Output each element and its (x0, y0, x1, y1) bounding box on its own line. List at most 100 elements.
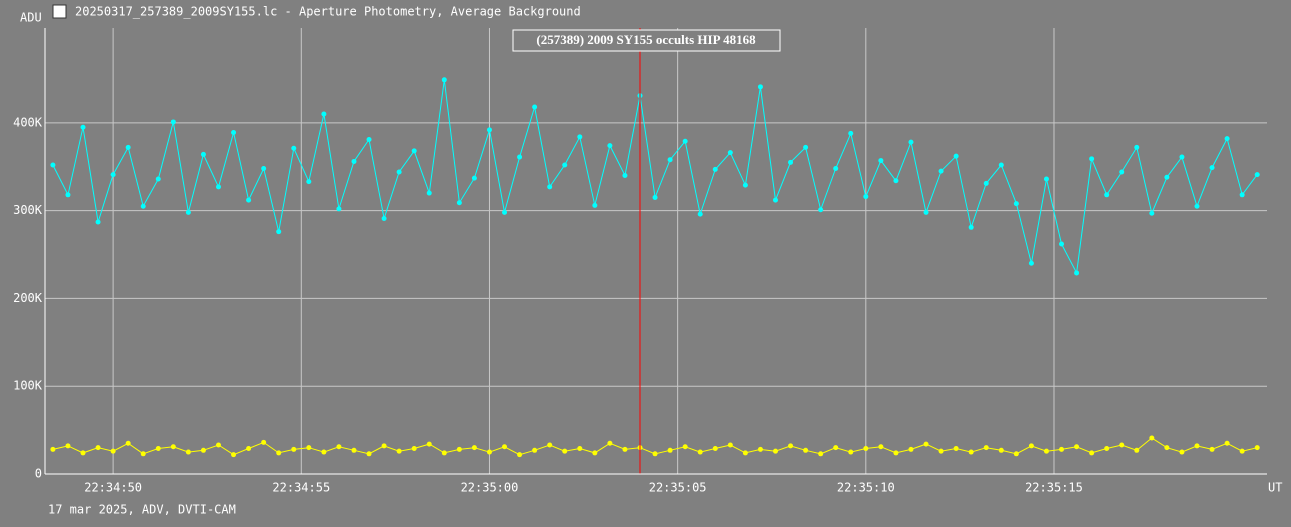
y-tick-label: 100K (13, 379, 43, 393)
data-point (261, 165, 267, 171)
data-point (50, 446, 56, 452)
data-point (788, 443, 794, 449)
data-point (562, 448, 568, 454)
data-point (486, 449, 492, 455)
data-point (110, 172, 116, 178)
data-point (291, 446, 297, 452)
data-point (502, 444, 508, 450)
data-point (1209, 165, 1215, 171)
data-point (727, 150, 733, 156)
data-point (953, 446, 959, 452)
data-point (1179, 154, 1185, 160)
data-point (321, 111, 327, 117)
data-point (1043, 176, 1049, 182)
data-point (80, 124, 86, 130)
data-point (306, 445, 312, 451)
data-point (833, 445, 839, 451)
series-line (52, 79, 1258, 275)
data-point (471, 445, 477, 451)
data-point (968, 224, 974, 230)
data-point (185, 209, 191, 215)
data-point (818, 451, 824, 457)
data-point (788, 159, 794, 165)
data-point (983, 180, 989, 186)
data-point (893, 178, 899, 184)
data-point (140, 203, 146, 209)
data-point (727, 442, 733, 448)
data-point (471, 175, 477, 181)
data-point (923, 209, 929, 215)
data-point (336, 206, 342, 212)
data-point (562, 162, 568, 168)
data-point (441, 77, 447, 83)
x-axis-label: UT (1268, 481, 1282, 495)
data-point (1254, 172, 1260, 178)
data-point (95, 445, 101, 451)
y-tick-label: 400K (13, 115, 43, 129)
data-point (1194, 443, 1200, 449)
data-point (607, 143, 613, 149)
data-point (215, 184, 221, 190)
data-point (712, 446, 718, 452)
data-point (215, 442, 221, 448)
data-point (983, 445, 989, 451)
data-point (1239, 448, 1245, 454)
data-point (291, 145, 297, 151)
data-point (697, 211, 703, 217)
data-point (1074, 444, 1080, 450)
data-point (818, 207, 824, 213)
data-point (1164, 445, 1170, 451)
data-point (441, 450, 447, 456)
data-point (1194, 203, 1200, 209)
data-point (456, 200, 462, 206)
data-point (908, 446, 914, 452)
plot (50, 28, 1260, 474)
data-point (1209, 446, 1215, 452)
data-point (1089, 156, 1095, 162)
y-tick-label: 0 (35, 467, 42, 481)
data-point (848, 449, 854, 455)
data-point (396, 448, 402, 454)
data-point (411, 446, 417, 452)
data-point (276, 450, 282, 456)
data-point (547, 184, 553, 190)
data-point (1254, 445, 1260, 451)
data-point (426, 190, 432, 196)
data-point (1149, 210, 1155, 216)
data-point (577, 134, 583, 140)
data-point (246, 197, 252, 203)
data-point (246, 446, 252, 452)
data-point (50, 162, 56, 168)
data-point (517, 452, 523, 458)
data-point (1239, 192, 1245, 198)
data-point (1149, 435, 1155, 441)
x-tick-label: 22:35:05 (649, 481, 707, 495)
data-point (697, 449, 703, 455)
data-point (1104, 192, 1110, 198)
data-point (155, 176, 161, 182)
y-tick-label: 300K (13, 203, 43, 217)
data-point (80, 450, 86, 456)
x-tick-label: 22:34:50 (84, 481, 142, 495)
data-point (652, 451, 658, 457)
data-point (1059, 446, 1065, 452)
y-axis-label: ADU (20, 11, 42, 25)
data-point (1074, 270, 1080, 276)
grid (45, 28, 1267, 475)
data-point (1089, 450, 1095, 456)
data-point (1119, 169, 1125, 175)
data-point (486, 127, 492, 133)
x-tick-label: 22:35:00 (461, 481, 519, 495)
data-point (200, 447, 206, 453)
data-point (953, 153, 959, 159)
window-title: 20250317_257389_2009SY155.lc - Aperture … (75, 5, 581, 19)
data-point (110, 448, 116, 454)
data-point (381, 443, 387, 449)
data-point (893, 450, 899, 456)
data-point (712, 166, 718, 172)
x-tick-label: 22:34:55 (272, 481, 330, 495)
data-point (968, 449, 974, 455)
data-point (998, 447, 1004, 453)
data-point (336, 444, 342, 450)
data-point (231, 129, 237, 135)
